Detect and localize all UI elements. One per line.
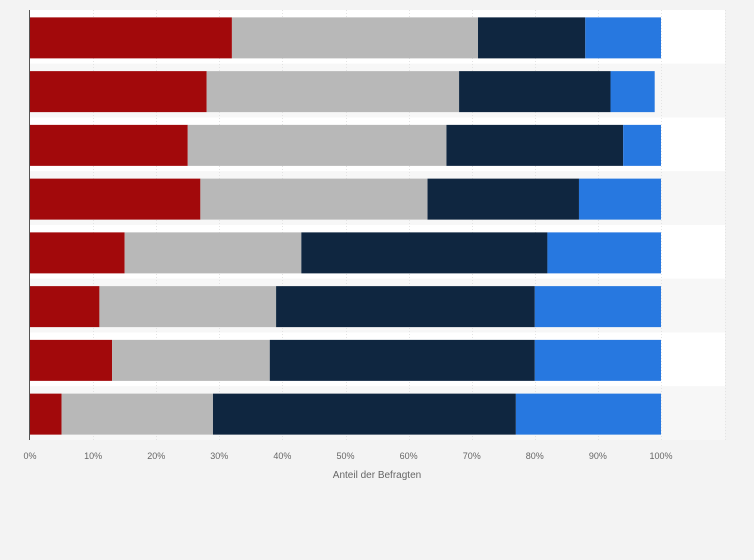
x-tick-label: 90% xyxy=(589,451,607,461)
bar-segment xyxy=(30,232,125,274)
bar-segment xyxy=(459,71,611,113)
bar-segment xyxy=(547,232,661,274)
bar-segment xyxy=(610,71,655,113)
bar-segment xyxy=(301,232,548,274)
x-tick-label: 50% xyxy=(336,451,354,461)
bar-segment xyxy=(276,286,535,328)
bar-segment xyxy=(124,232,302,274)
bar-segment xyxy=(61,393,213,435)
bar-segment xyxy=(269,339,535,381)
x-tick-label: 10% xyxy=(84,451,102,461)
bar-segment xyxy=(515,393,661,435)
bars xyxy=(30,17,661,435)
bar-segment xyxy=(112,339,270,381)
bar-segment xyxy=(200,178,428,220)
x-axis-title: Anteil der Befragten xyxy=(333,470,421,481)
x-tick-label: 70% xyxy=(463,451,481,461)
bar-segment xyxy=(30,178,201,220)
x-tick-label: 80% xyxy=(526,451,544,461)
bar-segment xyxy=(30,393,62,435)
x-tick-label: 30% xyxy=(210,451,228,461)
x-tick-label: 100% xyxy=(649,451,672,461)
bar-segment xyxy=(30,17,232,59)
bar-segment xyxy=(187,124,447,166)
bar-segment xyxy=(585,17,661,59)
x-tick-label: 20% xyxy=(147,451,165,461)
bar-segment xyxy=(30,71,207,113)
x-tick-labels: 0% 10% 20% 30% 40% 50% 60% 70% 80% 90% 100% xyxy=(23,451,672,461)
x-tick-label: 40% xyxy=(273,451,291,461)
x-tick-label: 0% xyxy=(23,451,36,461)
bar-segment xyxy=(206,71,460,113)
bar-segment xyxy=(623,124,661,166)
bar-segment xyxy=(427,178,579,220)
bar-segment xyxy=(231,17,479,59)
bar-segment xyxy=(212,393,516,435)
bar-segment xyxy=(446,124,624,166)
bar-segment xyxy=(30,339,113,381)
bar-segment xyxy=(534,339,661,381)
x-tick-label: 60% xyxy=(400,451,418,461)
bar-segment xyxy=(99,286,277,328)
bar-segment xyxy=(578,178,661,220)
bar-segment xyxy=(534,286,661,328)
bar-segment xyxy=(30,286,100,328)
bar-segment xyxy=(30,124,188,166)
bar-segment xyxy=(478,17,586,59)
